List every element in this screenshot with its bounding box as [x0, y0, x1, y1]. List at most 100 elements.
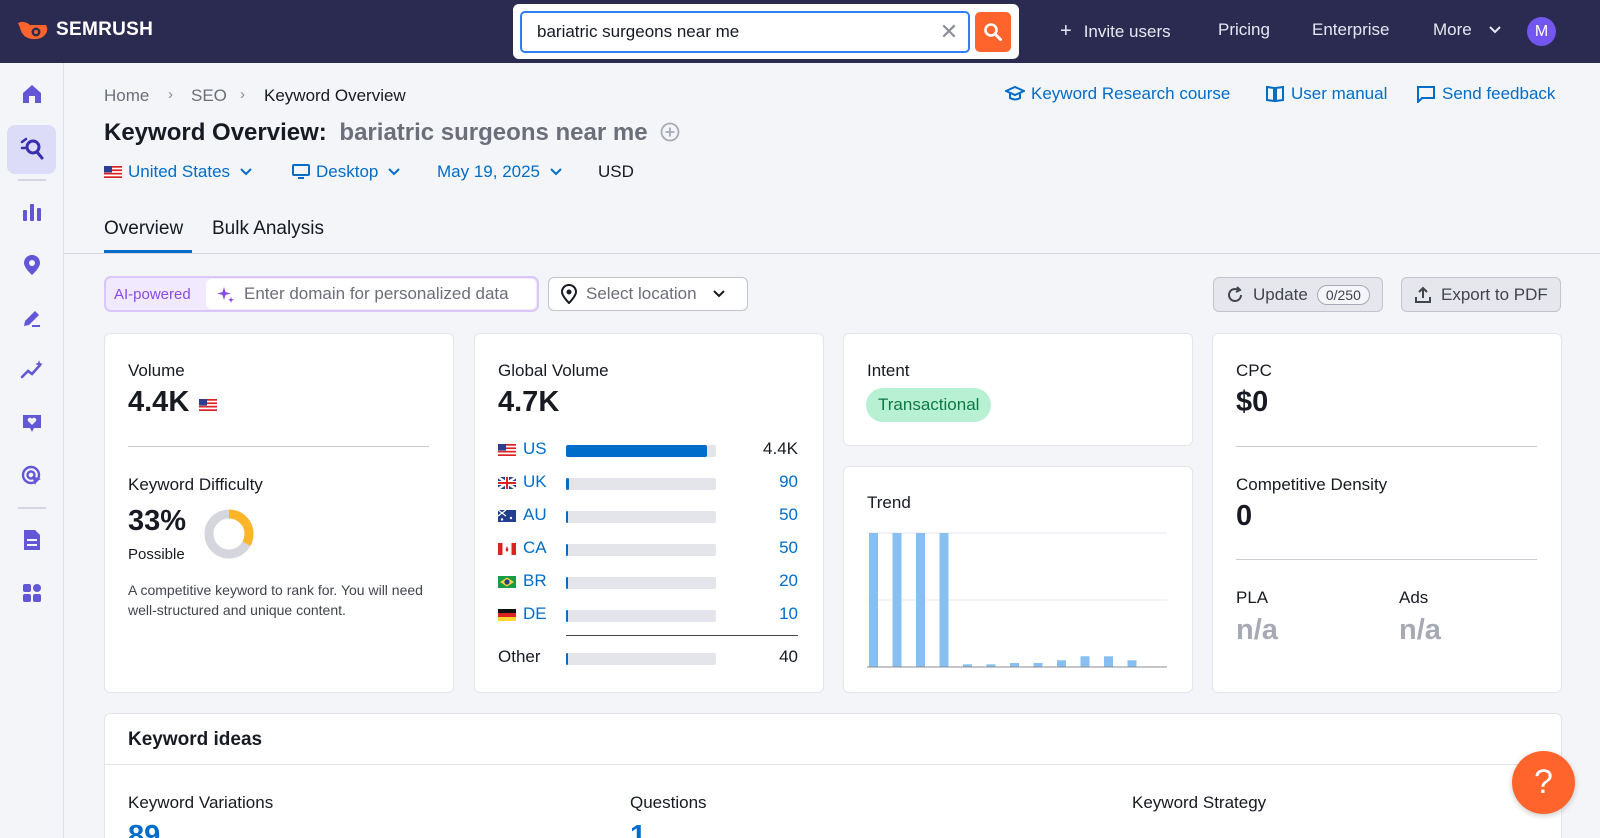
user-manual-link[interactable]: User manual [1265, 84, 1387, 104]
country-code[interactable]: CA [523, 538, 547, 557]
location-select-label: Select location [586, 284, 697, 303]
export-pdf-button[interactable]: Export to PDF [1401, 277, 1561, 312]
pricing-link[interactable]: Pricing [1218, 20, 1270, 39]
plus-icon: + [1060, 20, 1072, 42]
active-tab-indicator [104, 250, 192, 253]
update-button[interactable]: Update 0/250 [1213, 277, 1383, 312]
country-value[interactable]: 10 [779, 604, 798, 623]
page-title-label: Keyword Overview: [104, 119, 327, 146]
country-code[interactable]: BR [523, 571, 547, 590]
country-bar-track [566, 577, 716, 589]
country-value[interactable]: 20 [779, 571, 798, 590]
trend-bar [1010, 662, 1019, 667]
country-label: United States [128, 162, 231, 181]
desktop-icon [292, 164, 310, 179]
global-volume-value: 4.7K [498, 386, 560, 418]
country-row: CA 50 [498, 538, 798, 560]
competitive-density-value: 0 [1236, 500, 1253, 532]
avatar[interactable]: M [1527, 17, 1556, 46]
breadcrumb-seo[interactable]: SEO [191, 86, 227, 105]
br-flag-icon [498, 576, 516, 588]
trend-bar [1127, 660, 1137, 667]
enterprise-link[interactable]: Enterprise [1312, 20, 1390, 39]
invite-users-label: Invite users [1083, 21, 1171, 41]
tab-overview[interactable]: Overview [104, 218, 184, 239]
country-value[interactable]: 90 [779, 472, 798, 491]
sparkle-chart-icon[interactable] [18, 356, 46, 384]
divider [104, 764, 1562, 765]
country-value[interactable]: 50 [779, 538, 798, 557]
pla-value: n/a [1236, 614, 1278, 646]
keyword-variations-count[interactable]: 89 [128, 820, 161, 838]
invite-users-button[interactable]: + Invite users [1060, 20, 1171, 43]
more-label: More [1433, 20, 1472, 39]
trend-label: Trend [867, 493, 911, 512]
send-feedback-label: Send feedback [1442, 84, 1556, 103]
device-selector[interactable]: Desktop [292, 162, 401, 182]
ads-value: n/a [1399, 614, 1441, 646]
country-value[interactable]: 50 [779, 505, 798, 524]
country-row-other: Other 40 [498, 647, 798, 669]
currency-label: USD [598, 162, 634, 181]
pencil-icon[interactable] [18, 304, 46, 332]
more-menu[interactable]: More [1433, 20, 1502, 40]
breadcrumb-home[interactable]: Home [104, 86, 150, 105]
target-cursor-icon[interactable] [18, 462, 46, 490]
seo-icon[interactable] [18, 135, 46, 163]
country-bar-fill [566, 610, 568, 622]
country-bar-track [566, 478, 716, 490]
keyword-research-course-link[interactable]: Keyword Research course [1005, 84, 1230, 104]
country-value[interactable]: 4.4K [763, 439, 798, 458]
chevron-down-icon [712, 290, 725, 298]
country-row: BR 20 [498, 571, 798, 593]
country-code[interactable]: US [523, 439, 547, 458]
date-selector[interactable]: May 19, 2025 [437, 162, 562, 182]
country-code[interactable]: DE [523, 604, 547, 623]
add-circle-icon[interactable] [660, 122, 680, 142]
country-selector[interactable]: United States [104, 162, 252, 182]
keyword-ideas-title: Keyword ideas [128, 729, 263, 750]
trend-bar [939, 533, 949, 667]
difficulty-donut-arc [204, 509, 254, 559]
us-flag-icon [199, 399, 218, 411]
country-row: DE 10 [498, 604, 798, 626]
de-flag-icon [498, 609, 516, 621]
bar-chart-icon[interactable] [18, 198, 46, 226]
search-button[interactable] [975, 12, 1011, 52]
breadcrumb-separator: › [168, 86, 173, 103]
document-icon[interactable] [18, 526, 46, 554]
ai-powered-badge: AI-powered [114, 286, 191, 303]
location-pin-icon[interactable] [18, 251, 46, 279]
country-bar-fill [566, 511, 568, 523]
clear-icon[interactable]: ✕ [939, 19, 959, 44]
refresh-icon [1228, 285, 1242, 302]
country-code[interactable]: UK [523, 472, 547, 491]
location-select[interactable]: Select location [548, 277, 748, 311]
keyword-difficulty-description: A competitive keyword to rank for. You w… [128, 582, 423, 618]
keyword-research-course-label: Keyword Research course [1031, 84, 1231, 103]
send-feedback-link[interactable]: Send feedback [1416, 84, 1555, 104]
search-input[interactable] [520, 11, 970, 53]
domain-input[interactable]: Enter domain for personalized data [206, 279, 536, 309]
intent-label: Intent [867, 361, 910, 380]
country-bar-fill [566, 544, 568, 556]
semrush-logo[interactable]: SEMRUSH [16, 19, 153, 41]
competitive-density-label: Competitive Density [1236, 475, 1388, 494]
help-button[interactable]: ? [1512, 751, 1575, 814]
semrush-fire-icon [18, 21, 48, 40]
tab-bulk-analysis[interactable]: Bulk Analysis [212, 218, 324, 239]
apps-grid-icon[interactable] [18, 579, 46, 607]
trend-bar [1104, 656, 1113, 667]
country-code[interactable]: AU [523, 505, 547, 524]
country-bar-fill [566, 577, 568, 589]
country-bar-track [566, 511, 716, 523]
questions-count[interactable]: 1 [630, 820, 647, 838]
home-icon[interactable] [18, 80, 46, 108]
user-manual-label: User manual [1291, 84, 1388, 103]
country-bar-fill [566, 445, 707, 457]
cpc-card [1212, 333, 1562, 693]
trend-bar [1057, 660, 1066, 667]
trend-bar [916, 533, 925, 667]
heart-chat-icon[interactable] [18, 409, 46, 437]
global-volume-label: Global Volume [498, 361, 609, 380]
